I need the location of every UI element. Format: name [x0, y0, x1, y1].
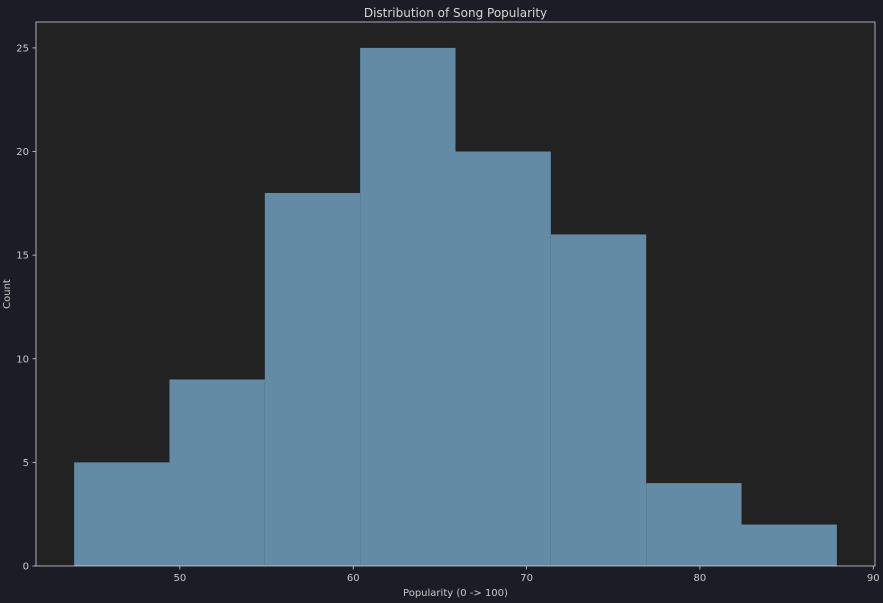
- histogram-bar: [264, 192, 361, 566]
- histogram-bar: [360, 47, 456, 566]
- chart-title: Distribution of Song Popularity: [364, 6, 547, 20]
- x-axis-ticks: 50 60 70 80 90: [174, 566, 880, 584]
- x-tick-label: 50: [174, 573, 187, 584]
- y-tick-label: 10: [16, 354, 29, 365]
- y-axis-ticks: 0 5 10 15 20 25: [16, 43, 36, 573]
- bars: [74, 47, 837, 566]
- y-tick-label: 25: [16, 43, 29, 54]
- plot-frame: [35, 21, 876, 567]
- histogram-bar: [74, 462, 170, 566]
- histogram-bar: [455, 151, 551, 566]
- histogram-bar: [646, 483, 742, 566]
- y-tick-label: 20: [16, 147, 29, 158]
- x-tick-label: 70: [520, 573, 533, 584]
- histogram-bar: [169, 379, 265, 566]
- x-tick-label: 60: [347, 573, 360, 584]
- x-tick-label: 90: [867, 573, 880, 584]
- y-tick-label: 5: [23, 458, 29, 469]
- histogram-bar: [741, 524, 837, 566]
- x-axis-label: Popularity (0 -> 100): [403, 588, 508, 599]
- axes-frame: [35, 21, 876, 567]
- histogram-bar: [550, 234, 647, 566]
- y-axis-label: Count: [2, 279, 13, 309]
- y-tick-label: 15: [16, 251, 29, 262]
- y-tick-label: 0: [23, 562, 29, 573]
- x-tick-label: 80: [694, 573, 707, 584]
